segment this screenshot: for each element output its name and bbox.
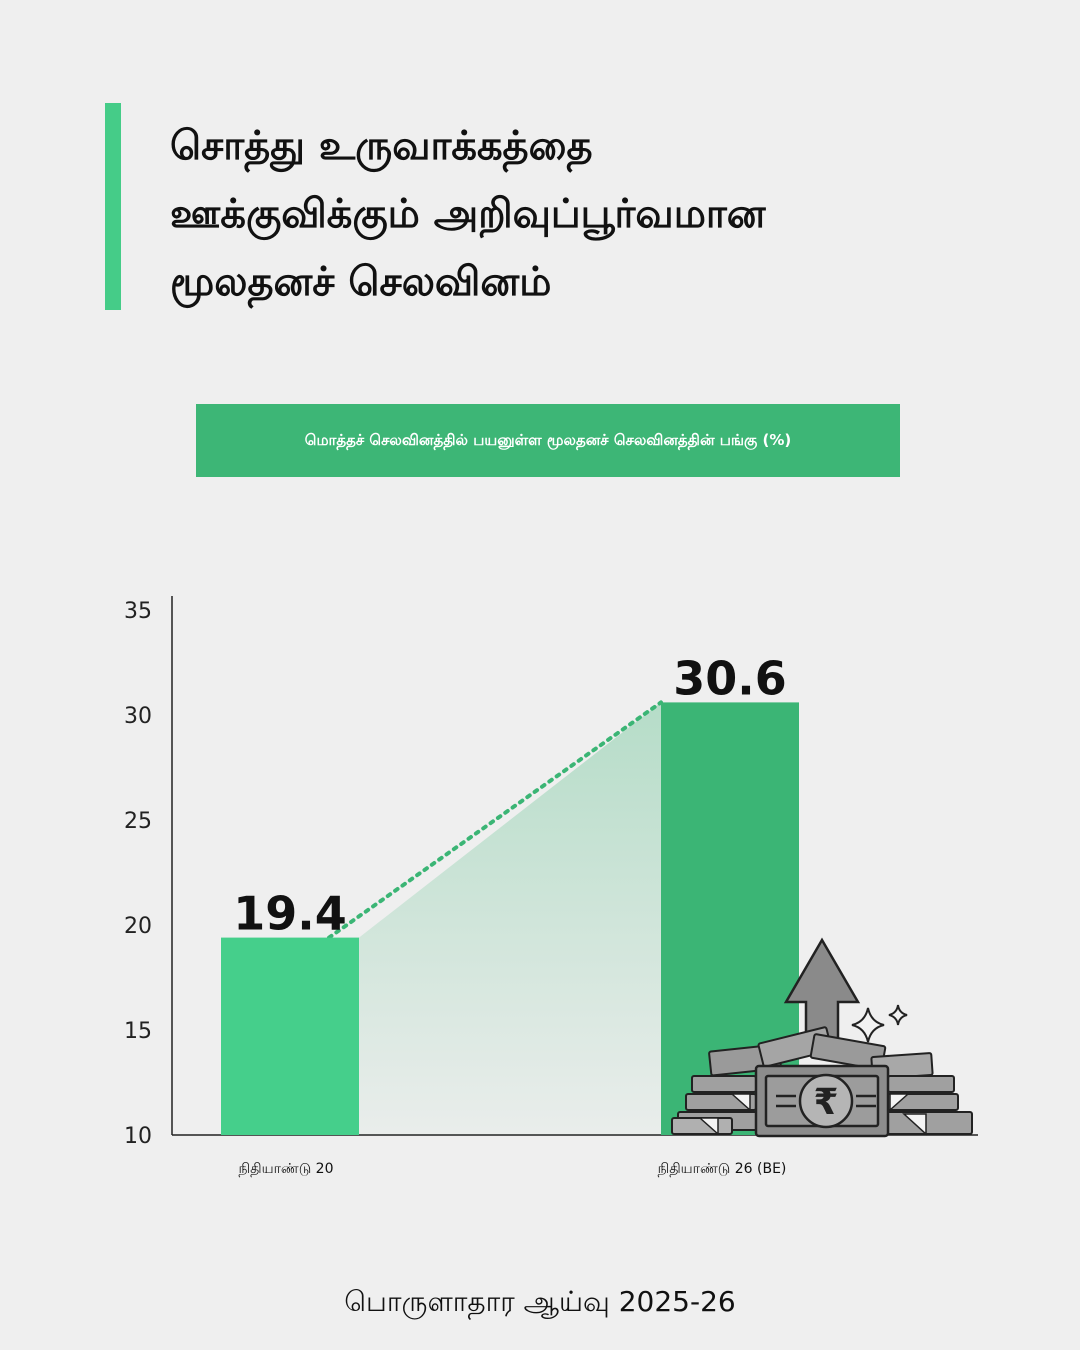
title-line-2: ஊக்குவிக்கும் அறிவுப்பூர்வமான <box>170 191 766 237</box>
chart-subtitle-banner: மொத்தச் செலவினத்தில் பயனுள்ள மூலதனச் செல… <box>196 404 900 477</box>
category-label: நிதியாண்டு 26 (BE) <box>658 1161 787 1177</box>
y-tick-label: 10 <box>124 1124 152 1149</box>
sparkle-icon <box>851 1004 908 1043</box>
title-line-1: சொத்து உருவாக்கத்தை <box>170 123 593 169</box>
value-labels: 19.4 30.6 <box>233 651 787 940</box>
money-stack-rupee-icon: ₹ <box>671 937 973 1138</box>
connector-layer <box>327 700 663 1135</box>
connector-dotted-line <box>327 700 663 940</box>
category-labels: நிதியாண்டு 20 நிதியாண்டு 26 (BE) <box>239 1161 787 1177</box>
y-tick-label: 30 <box>124 704 152 729</box>
y-tick-label: 20 <box>124 914 152 939</box>
value-label: 19.4 <box>233 887 347 941</box>
chart-subtitle: மொத்தச் செலவினத்தில் பயனுள்ள மூலதனச் செல… <box>304 430 792 449</box>
y-axis-ticks: 10 15 20 25 30 35 <box>124 599 152 1149</box>
value-label: 30.6 <box>673 651 787 705</box>
page-title: சொத்து உருவாக்கத்தை ஊக்குவிக்கும் அறிவுப… <box>170 112 1050 316</box>
category-label: நிதியாண்டு 20 <box>239 1161 334 1177</box>
source-caption: பொருளாதார ஆய்வு 2025-26 <box>344 1285 736 1318</box>
svg-text:₹: ₹ <box>813 1082 838 1123</box>
y-tick-label: 15 <box>124 1019 152 1044</box>
title-accent-bar <box>105 103 121 310</box>
y-tick-label: 25 <box>124 809 152 834</box>
connector-area <box>359 702 661 1135</box>
bar <box>221 937 359 1135</box>
y-tick-label: 35 <box>124 599 152 624</box>
title-line-3: மூலதனச் செலவினம் <box>170 259 552 305</box>
